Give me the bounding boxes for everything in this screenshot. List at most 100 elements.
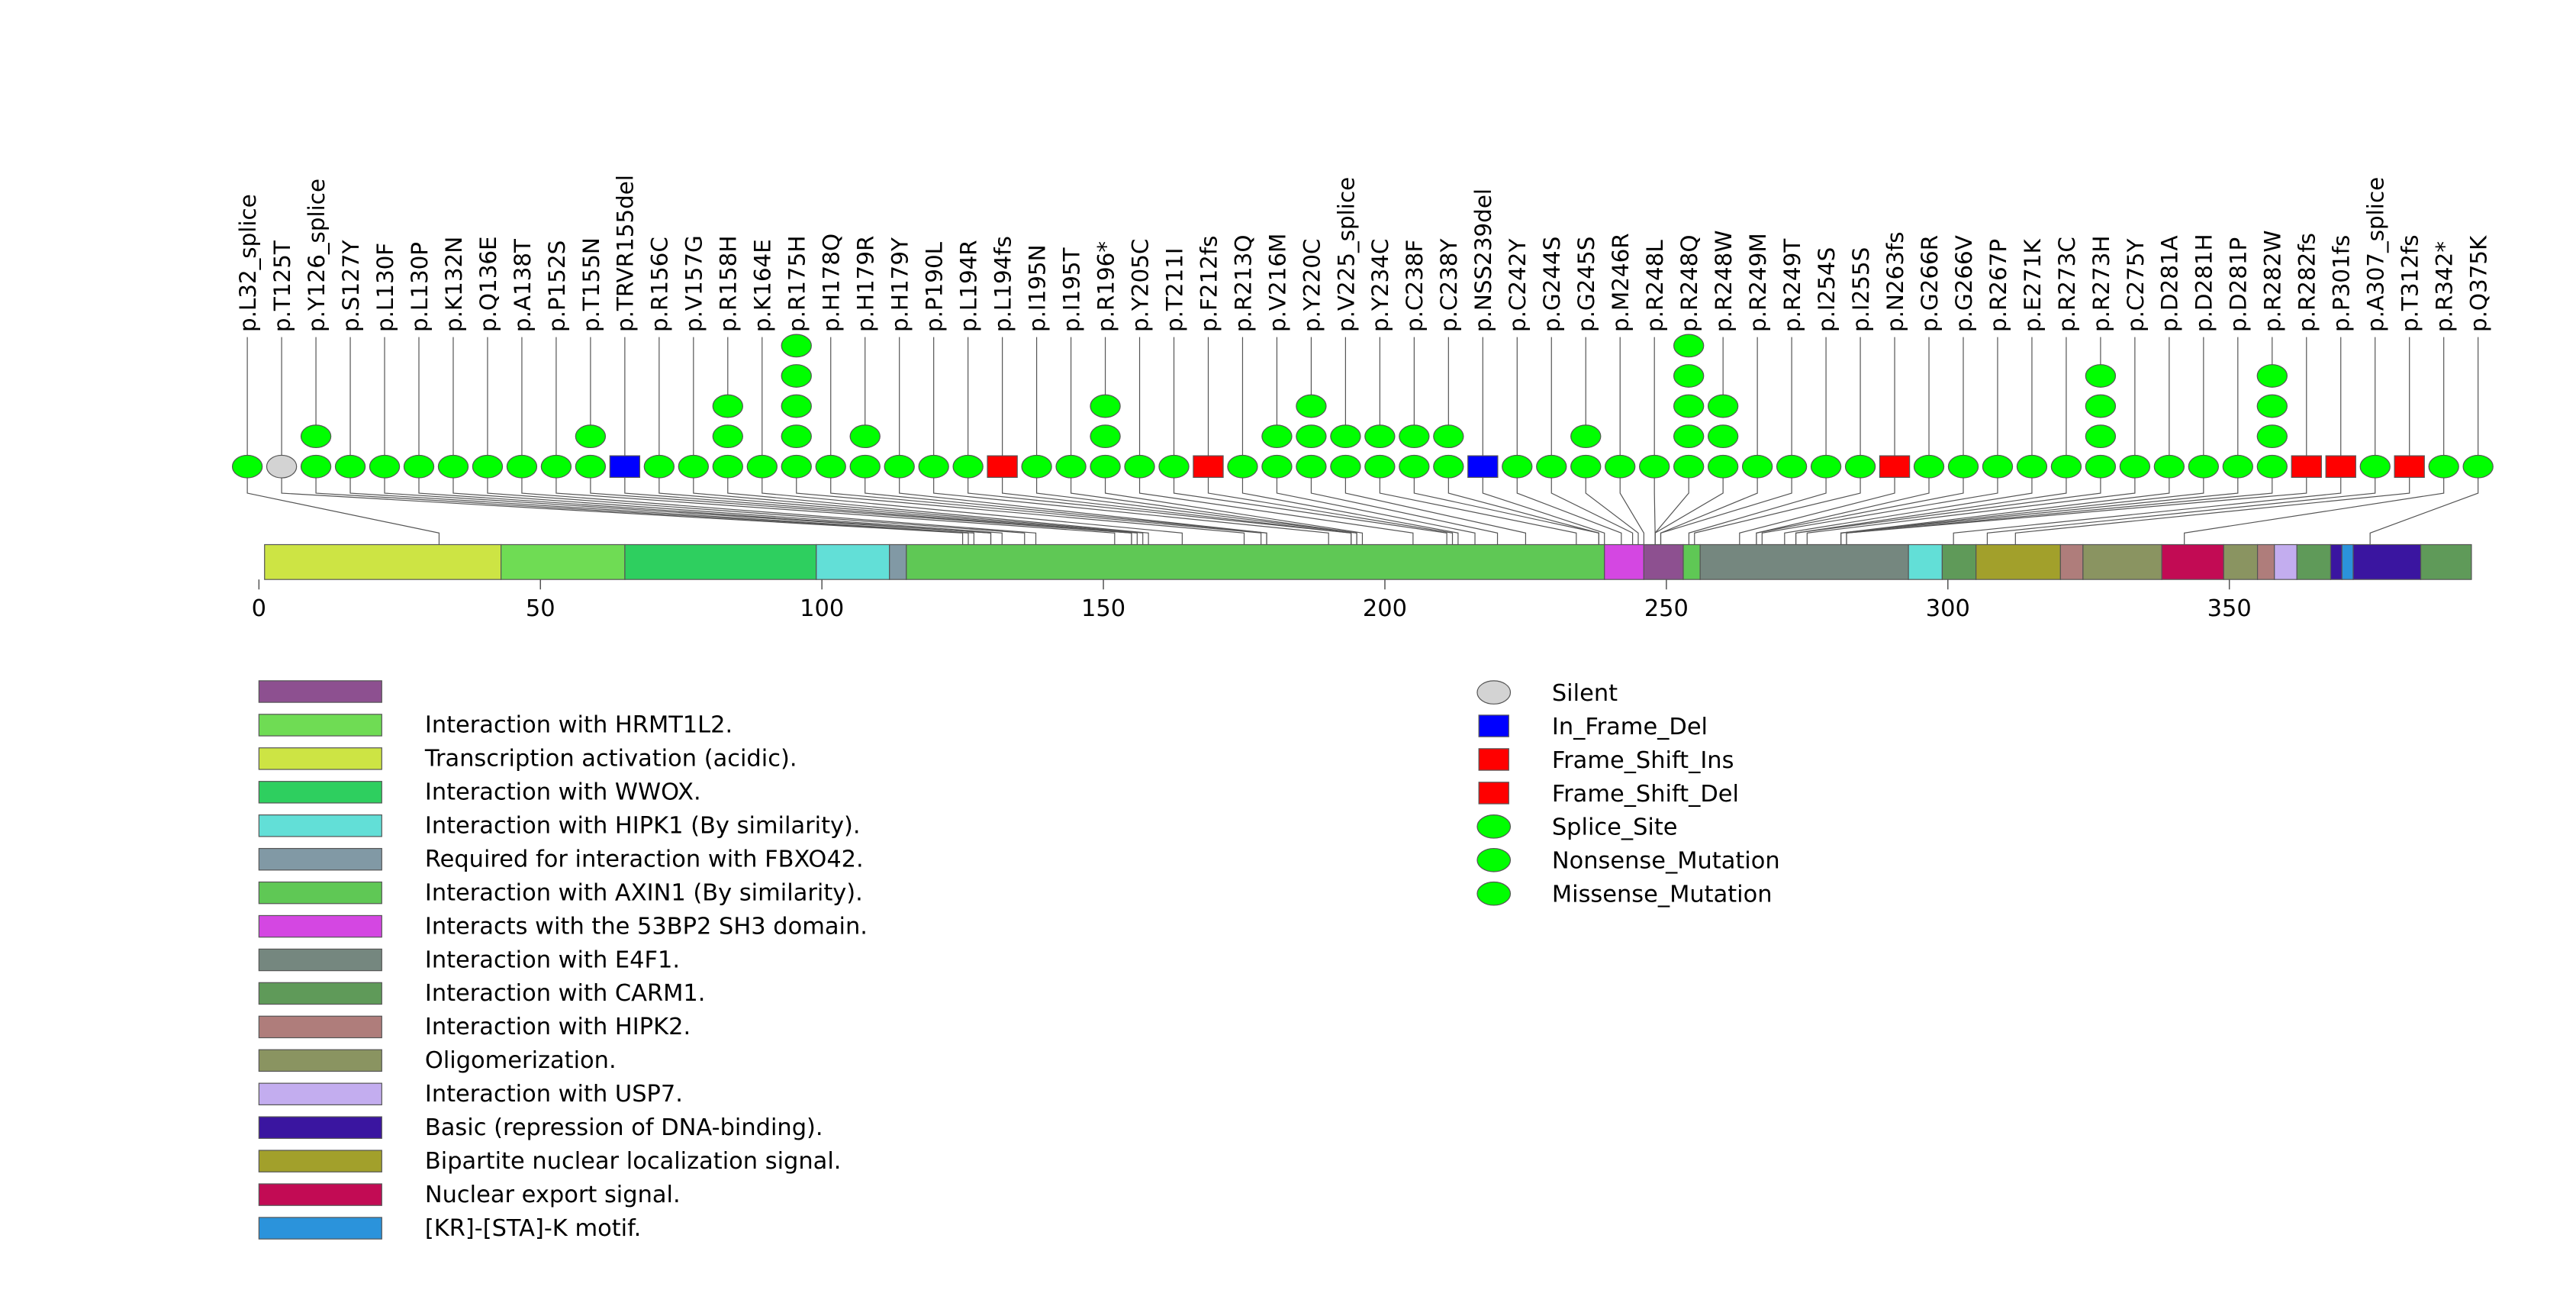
- mutation-connector: [1846, 466, 2273, 545]
- mutation-label: p.H179Y: [887, 237, 913, 332]
- mutation-label: p.P301fs: [2329, 235, 2355, 332]
- mutation-connector: [1846, 466, 2307, 545]
- mutation-label: p.T312fs: [2397, 234, 2423, 332]
- protein-domain: [2256, 543, 2275, 580]
- mutation-connector: [2184, 466, 2445, 545]
- mutation-marker: [2016, 454, 2048, 479]
- mutation-label: p.A138T: [510, 238, 536, 332]
- axis-tick-label: 150: [1081, 595, 1125, 622]
- domain-legend-label: Interaction with HRMT1L2.: [425, 712, 733, 739]
- mutation-marker: [2256, 454, 2288, 479]
- mutation-label: p.R196*: [1093, 241, 1119, 332]
- mutation-marker: [1261, 424, 1293, 449]
- mutation-label: p.R342*: [2432, 241, 2458, 332]
- mutation-connector: [865, 466, 1267, 545]
- mutation-marker: [1673, 394, 1705, 418]
- mutation-marker: [369, 454, 401, 479]
- mutation-connector: [624, 466, 1132, 545]
- mutation-connector: [1688, 466, 1827, 545]
- domain-legend-swatch: [258, 881, 382, 905]
- domain-legend-label: Oligomerization.: [425, 1047, 617, 1074]
- mutation-marker: [2256, 424, 2288, 449]
- type-legend-label: Silent: [1552, 680, 1618, 707]
- mutation-connector: [1756, 466, 1964, 545]
- mutation-connector: [246, 466, 440, 545]
- domain-legend-swatch: [258, 1116, 382, 1139]
- mutation-connector: [830, 466, 1262, 545]
- mutation-label: p.K164E: [750, 239, 776, 332]
- mutation-marker: [1158, 454, 1190, 479]
- mutation-marker: [1570, 454, 1602, 479]
- mutation-label: p.R248Q: [1676, 235, 1702, 333]
- mutation-connector: [1660, 466, 1792, 545]
- domain-legend-swatch: [258, 847, 382, 871]
- mutation-label: p.I254S: [1814, 247, 1840, 332]
- mutation-marker: [2085, 454, 2117, 479]
- mutation-label: p.Q136E: [475, 236, 501, 332]
- mutation-label: p.R282W: [2260, 231, 2286, 332]
- mutation-marker: [1810, 454, 1842, 479]
- mutation-marker: [2222, 454, 2253, 479]
- mutation-marker: [2085, 364, 2117, 388]
- mutation-marker: [678, 454, 710, 479]
- mutation-marker: [1364, 454, 1396, 479]
- domain-legend-swatch: [258, 1015, 382, 1039]
- mutation-marker: [1330, 454, 1361, 479]
- protein-domain: [624, 543, 817, 580]
- mutation-label: p.P152S: [544, 240, 570, 332]
- mutation-marker: [540, 454, 572, 479]
- protein-domain: [2059, 543, 2084, 580]
- type-legend-label: Frame_Shift_Ins: [1552, 747, 1734, 774]
- mutation-marker: [1947, 454, 1979, 479]
- mutation-label: p.D281A: [2157, 235, 2183, 332]
- type-legend-marker: [1476, 680, 1512, 705]
- protein-domain: [2296, 543, 2332, 580]
- mutation-marker: [849, 424, 881, 449]
- protein-domain: [816, 543, 890, 580]
- domain-legend-swatch: [258, 1049, 382, 1072]
- mutation-marker: [1021, 454, 1052, 479]
- mutation-marker: [2085, 424, 2117, 449]
- mutation-label: p.L194R: [956, 240, 982, 332]
- mutation-label: p.G266R: [1917, 235, 1943, 332]
- mutation-marker: [1707, 394, 1739, 418]
- mutation-connector: [762, 466, 1183, 545]
- mutation-connector: [1694, 466, 1861, 545]
- domain-legend-label: Nuclear export signal.: [425, 1182, 681, 1208]
- mutation-marker: [781, 394, 812, 418]
- protein-track: [264, 543, 2472, 580]
- mutation-label: p.M246R: [1608, 233, 1634, 332]
- mutation-marker: [1707, 424, 1739, 449]
- mutation-marker: [987, 455, 1018, 478]
- mutation-connector: [1585, 466, 1639, 545]
- mutation-labels: p.L32_splice p.T125T p.Y126_splice p.S127Y p…: [235, 175, 2492, 332]
- protein-domain: [264, 543, 502, 580]
- domain-legend-label: [KR]-[STA]-K motif.: [425, 1215, 641, 1242]
- mutation-connector: [1241, 466, 1459, 545]
- mutation-label: p.L130F: [372, 243, 398, 332]
- domain-legend-swatch: [258, 1150, 382, 1172]
- mutation-label: p.G244S: [1539, 237, 1565, 332]
- mutation-label: p.A307_splice: [2363, 177, 2389, 332]
- mutation-marker: [1090, 454, 1121, 479]
- mutation-marker: [334, 454, 366, 479]
- mutation-marker: [2394, 455, 2425, 478]
- mutation-label: p.R267P: [1985, 239, 2011, 332]
- mutation-label: p.D281P: [2226, 237, 2252, 332]
- protein-domain: [1975, 543, 2061, 580]
- domain-legend-swatch: [258, 1217, 382, 1240]
- mutation-connector: [1739, 466, 1895, 545]
- mutation-connector: [1104, 466, 1364, 545]
- mutation-marker: [746, 454, 778, 479]
- mutation-marker: [1296, 424, 1327, 449]
- mutation-marker: [1776, 454, 1808, 479]
- mutation-label: p.Y126_splice: [304, 179, 330, 332]
- protein-domain: [2341, 543, 2354, 580]
- mutation-connector: [1379, 466, 1577, 545]
- mutation-connector: [555, 466, 1116, 545]
- mutation-connector: [693, 466, 1144, 545]
- mutation-label: p.I255S: [1848, 247, 1874, 332]
- mutation-connector: [658, 466, 1138, 545]
- mutation-marker: [1982, 454, 2014, 479]
- mutation-marker: [609, 455, 641, 478]
